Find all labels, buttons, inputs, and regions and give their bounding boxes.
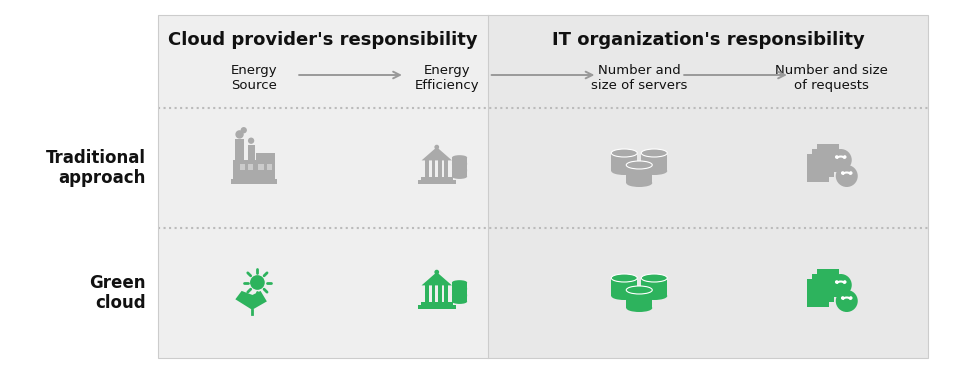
FancyBboxPatch shape — [421, 176, 453, 181]
FancyBboxPatch shape — [421, 301, 453, 305]
Ellipse shape — [452, 167, 468, 172]
Text: Traditional
approach: Traditional approach — [46, 148, 146, 187]
FancyBboxPatch shape — [233, 160, 275, 181]
FancyBboxPatch shape — [641, 278, 668, 296]
Ellipse shape — [452, 299, 468, 304]
Ellipse shape — [452, 280, 468, 285]
FancyBboxPatch shape — [425, 160, 429, 176]
Circle shape — [841, 171, 845, 175]
Circle shape — [434, 270, 439, 275]
Text: Energy
Source: Energy Source — [231, 64, 278, 92]
FancyBboxPatch shape — [807, 279, 829, 307]
FancyBboxPatch shape — [257, 153, 275, 162]
Ellipse shape — [452, 294, 468, 298]
Ellipse shape — [452, 169, 468, 173]
FancyBboxPatch shape — [452, 157, 468, 163]
FancyBboxPatch shape — [438, 285, 442, 301]
FancyBboxPatch shape — [231, 179, 278, 184]
Text: IT organization's responsibility: IT organization's responsibility — [552, 31, 864, 49]
Circle shape — [835, 290, 857, 312]
Circle shape — [236, 130, 243, 139]
FancyBboxPatch shape — [431, 160, 435, 176]
FancyBboxPatch shape — [267, 164, 272, 170]
Text: Number and
size of servers: Number and size of servers — [591, 64, 688, 92]
Polygon shape — [236, 291, 259, 310]
Circle shape — [830, 149, 852, 171]
FancyBboxPatch shape — [438, 160, 442, 176]
FancyBboxPatch shape — [817, 144, 839, 172]
FancyBboxPatch shape — [611, 278, 637, 296]
Ellipse shape — [452, 286, 468, 291]
Circle shape — [830, 274, 852, 296]
Circle shape — [835, 280, 838, 284]
Ellipse shape — [627, 161, 652, 169]
Circle shape — [843, 280, 847, 284]
Text: Cloud provider's responsibility: Cloud provider's responsibility — [169, 31, 478, 49]
FancyBboxPatch shape — [488, 15, 928, 358]
FancyBboxPatch shape — [807, 154, 829, 182]
FancyBboxPatch shape — [811, 274, 833, 302]
Polygon shape — [422, 147, 452, 160]
FancyBboxPatch shape — [641, 153, 668, 171]
Ellipse shape — [627, 286, 652, 294]
Text: Energy
Efficiency: Energy Efficiency — [415, 64, 479, 92]
Circle shape — [434, 145, 439, 150]
FancyBboxPatch shape — [627, 290, 652, 308]
Circle shape — [835, 155, 838, 159]
FancyBboxPatch shape — [452, 289, 468, 295]
Ellipse shape — [641, 167, 668, 175]
FancyBboxPatch shape — [452, 171, 468, 176]
FancyBboxPatch shape — [259, 164, 263, 170]
Text: Green
cloud: Green cloud — [89, 274, 146, 313]
FancyBboxPatch shape — [425, 285, 429, 301]
Text: Number and size
of requests: Number and size of requests — [775, 64, 888, 92]
FancyBboxPatch shape — [431, 285, 435, 301]
Ellipse shape — [452, 155, 468, 160]
Ellipse shape — [611, 292, 637, 300]
Circle shape — [849, 296, 853, 300]
Circle shape — [843, 155, 847, 159]
FancyBboxPatch shape — [817, 269, 839, 297]
Ellipse shape — [452, 292, 468, 297]
FancyBboxPatch shape — [627, 165, 652, 183]
Circle shape — [248, 138, 254, 144]
FancyBboxPatch shape — [418, 181, 456, 184]
Polygon shape — [248, 291, 267, 310]
Ellipse shape — [611, 274, 637, 282]
FancyBboxPatch shape — [240, 164, 245, 170]
FancyBboxPatch shape — [452, 296, 468, 301]
Polygon shape — [422, 272, 452, 285]
Circle shape — [835, 165, 857, 187]
FancyBboxPatch shape — [611, 153, 637, 171]
FancyBboxPatch shape — [248, 164, 253, 170]
Circle shape — [841, 296, 845, 300]
Ellipse shape — [452, 174, 468, 179]
Ellipse shape — [641, 292, 668, 300]
Circle shape — [240, 127, 247, 134]
Ellipse shape — [452, 162, 468, 167]
FancyBboxPatch shape — [248, 145, 255, 162]
FancyBboxPatch shape — [445, 285, 448, 301]
FancyBboxPatch shape — [158, 15, 488, 358]
FancyBboxPatch shape — [236, 139, 243, 162]
Ellipse shape — [641, 274, 668, 282]
FancyBboxPatch shape — [811, 149, 833, 177]
Ellipse shape — [611, 167, 637, 175]
Ellipse shape — [641, 149, 668, 157]
FancyBboxPatch shape — [418, 305, 456, 309]
FancyBboxPatch shape — [452, 164, 468, 170]
Circle shape — [849, 171, 853, 175]
Ellipse shape — [452, 287, 468, 292]
Ellipse shape — [627, 304, 652, 312]
Ellipse shape — [627, 179, 652, 187]
FancyBboxPatch shape — [445, 160, 448, 176]
Ellipse shape — [452, 161, 468, 166]
Ellipse shape — [611, 149, 637, 157]
FancyBboxPatch shape — [452, 283, 468, 288]
Circle shape — [250, 275, 264, 290]
